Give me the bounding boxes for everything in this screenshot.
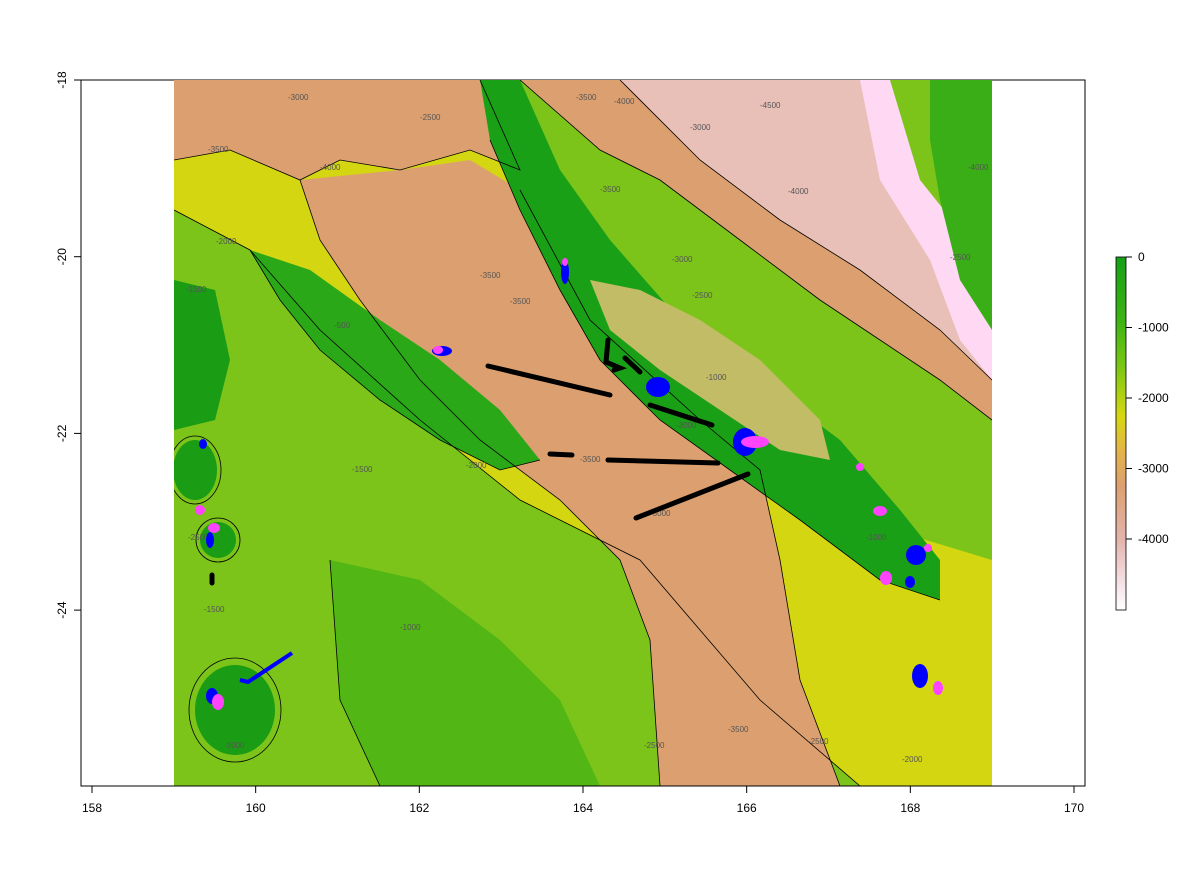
contour-label: -3500: [576, 93, 597, 102]
legend-tick-label: 0: [1138, 250, 1145, 264]
contour-label: -1000: [400, 623, 421, 632]
x-tick-label: 170: [1064, 801, 1084, 815]
contour-label: -500: [334, 321, 351, 330]
island-shoal-1: [174, 440, 217, 500]
y-tick-label: -18: [55, 71, 69, 89]
contour-label: -1000: [706, 373, 727, 382]
color-legend: 0 -1000 -2000 -3000 -4000: [1115, 250, 1169, 611]
pink-highlight: [212, 694, 224, 710]
western-ridge: [250, 250, 540, 470]
black-track: [605, 457, 721, 466]
black-track: [622, 355, 643, 375]
contour-label: -4000: [320, 163, 341, 172]
contour-label: -3000: [288, 93, 309, 102]
black-track: [603, 337, 628, 373]
contour-label: -2500: [188, 533, 209, 542]
contour-label: -3500: [480, 271, 501, 280]
blue-track: [239, 651, 294, 685]
trench-zone: [860, 80, 992, 380]
contour-label: -3000: [672, 255, 693, 264]
contour-label: -2000: [466, 461, 487, 470]
blue-highlight: [561, 260, 569, 284]
contour-label: -4000: [614, 97, 635, 106]
contour-label: -1500: [352, 465, 373, 474]
deep-basin-central: [300, 160, 840, 786]
contour-label: -2500: [420, 113, 441, 122]
island-shoal-3: [195, 665, 275, 755]
pink-highlight: [933, 681, 943, 695]
legend-tick-label: -3000: [1138, 462, 1169, 476]
blue-highlight: [199, 439, 207, 449]
contour-label: -2500: [692, 291, 713, 300]
eastern-shelf: [930, 80, 992, 330]
pink-highlight: [741, 436, 769, 448]
blue-highlight: [906, 545, 926, 565]
contour-label-layer: -2500 -3000 -3500 -4000 -3500 -3000 -400…: [186, 93, 989, 764]
legend-tick-label: -2000: [1138, 391, 1169, 405]
western-islands: [174, 280, 230, 430]
pink-highlight: [924, 544, 932, 552]
contour-label: -3000: [690, 123, 711, 132]
contour-label: -2500: [644, 741, 665, 750]
x-tick-label: 162: [409, 801, 429, 815]
pink-highlights: [195, 258, 943, 710]
contour-label: -3500: [580, 455, 601, 464]
legend-color-bar: [1115, 256, 1127, 611]
pink-highlight: [856, 463, 864, 471]
black-track: [547, 451, 575, 458]
contour-label: -1000: [224, 741, 245, 750]
pink-highlight: [562, 258, 568, 266]
legend-tick-label: -1000: [1138, 321, 1169, 335]
contour-label: -1500: [204, 605, 225, 614]
y-tick-label: -22: [55, 424, 69, 442]
island-shoal-2: [200, 522, 236, 558]
pink-highlight: [433, 346, 443, 354]
pink-highlight: [208, 523, 220, 533]
x-axis: 158 160 162 164 166 168 170: [82, 785, 1084, 815]
contour-label: -1000: [866, 533, 887, 542]
blue-highlight: [912, 664, 928, 688]
y-tick-label: -24: [55, 601, 69, 619]
contour-label: -4500: [760, 101, 781, 110]
southern-plateau: [330, 560, 600, 786]
contour-label: -3500: [510, 297, 531, 306]
contour-label: -4000: [968, 163, 989, 172]
contour-label: -4000: [788, 187, 809, 196]
new-caledonia-ridge: [480, 80, 940, 600]
black-track: [485, 363, 613, 398]
bathymetry-raster: [174, 80, 992, 786]
contour-label: -3500: [208, 145, 229, 154]
pink-highlight: [873, 506, 887, 516]
contour-label: -1500: [186, 285, 207, 294]
x-tick-label: 160: [246, 801, 266, 815]
blue-highlight: [646, 377, 670, 397]
legend-tick-label: -4000: [1138, 532, 1169, 546]
contour-label: -3000: [650, 509, 671, 518]
contour-label: -2000: [902, 755, 923, 764]
blue-highlight: [905, 576, 915, 588]
black-track: [647, 402, 715, 428]
y-tick-label: -20: [55, 248, 69, 266]
pink-highlight: [880, 571, 892, 585]
deep-basin-north: [174, 80, 520, 180]
x-tick-label: 164: [573, 801, 593, 815]
lagoon: [590, 280, 830, 460]
blue-highlight: [206, 532, 214, 548]
blue-tracks: [199, 260, 928, 704]
contour-label: -3500: [600, 185, 621, 194]
x-tick-label: 158: [82, 801, 102, 815]
contour-label: -3500: [728, 725, 749, 734]
black-tracks: [209, 337, 751, 586]
contour-label: -3000: [676, 421, 697, 430]
contour-label: -2500: [950, 253, 971, 262]
black-track: [633, 471, 751, 521]
pink-highlight: [195, 505, 205, 515]
y-axis: -18 -20 -22 -24: [55, 71, 82, 619]
x-tick-label: 168: [900, 801, 920, 815]
contour-lines: [174, 80, 992, 786]
x-tick-label: 166: [737, 801, 757, 815]
contour-label: -2500: [808, 737, 829, 746]
contour-label: -2000: [216, 237, 237, 246]
